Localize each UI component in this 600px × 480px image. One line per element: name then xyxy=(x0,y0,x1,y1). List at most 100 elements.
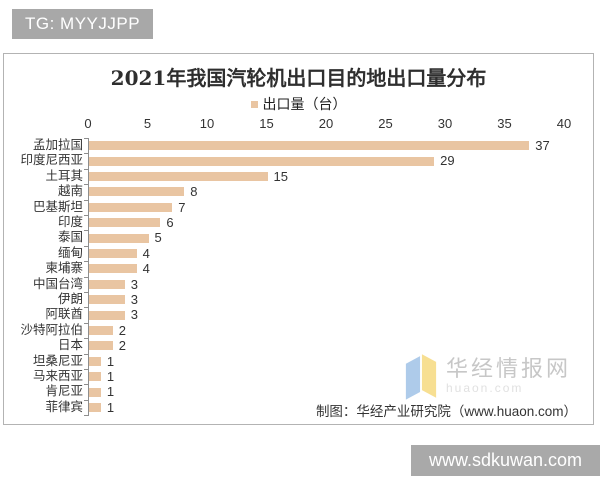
bar-row: 巴基斯坦 7 xyxy=(4,199,593,215)
bar xyxy=(89,202,173,212)
bar xyxy=(89,372,101,382)
axis-tick xyxy=(84,184,89,186)
axis-tick xyxy=(84,230,89,232)
value-label: 4 xyxy=(142,245,150,261)
bar-row: 坦桑尼亚 1 xyxy=(4,353,593,369)
category-label: 巴基斯坦 xyxy=(32,199,83,214)
category-label: 菲律宾 xyxy=(45,399,83,414)
value-label: 2 xyxy=(118,322,127,338)
bar-row: 孟加拉国 37 xyxy=(4,138,593,153)
bar xyxy=(89,295,125,305)
value-label: 3 xyxy=(130,292,138,307)
x-tick-label: 15 xyxy=(259,116,274,131)
axis-tick xyxy=(84,399,89,401)
axis-tick xyxy=(84,307,89,309)
category-label: 阿联酋 xyxy=(45,307,83,322)
bar-row: 沙特阿拉伯 2 xyxy=(4,322,593,338)
value-label: 29 xyxy=(440,153,455,169)
category-label: 土耳其 xyxy=(45,168,83,183)
axis-tick xyxy=(84,199,89,201)
value-label: 1 xyxy=(106,399,115,415)
bar-row: 土耳其 15 xyxy=(4,168,593,184)
axis-tick xyxy=(84,338,89,340)
bar xyxy=(89,325,113,335)
bar-row: 肯尼亚 1 xyxy=(4,384,593,399)
huaon-logo-icon xyxy=(405,354,437,400)
value-label: 1 xyxy=(106,353,115,369)
bar-row: 印度尼西亚 29 xyxy=(4,153,593,168)
legend-label: 出口量（台） xyxy=(262,96,347,112)
value-label: 37 xyxy=(535,138,550,153)
category-label: 缅甸 xyxy=(57,245,83,260)
category-label: 印度尼西亚 xyxy=(20,153,83,168)
value-label: 1 xyxy=(106,384,115,400)
x-tick-label: 25 xyxy=(378,116,393,131)
axis-tick xyxy=(84,153,89,155)
bar-row: 日本 2 xyxy=(4,338,593,353)
x-tick-label: 30 xyxy=(437,116,453,131)
category-label: 孟加拉国 xyxy=(32,138,83,152)
axis-tick xyxy=(84,415,89,417)
category-label: 伊朗 xyxy=(57,292,83,306)
bar xyxy=(89,156,435,166)
bar xyxy=(89,402,101,412)
watermark-text: 华经情报网 xyxy=(445,356,571,381)
value-label: 6 xyxy=(166,215,174,230)
bar xyxy=(89,264,137,274)
axis-tick xyxy=(84,168,89,170)
bar xyxy=(89,187,185,197)
bar-row: 阿联酋 3 xyxy=(4,307,593,322)
x-tick-label: 40 xyxy=(556,116,572,131)
category-label: 柬埔寨 xyxy=(45,261,83,276)
value-label: 4 xyxy=(142,261,150,277)
bar xyxy=(89,341,113,351)
bar xyxy=(89,218,161,228)
site-watermark: 华经情报网 huaon.com xyxy=(404,352,571,400)
value-label: 1 xyxy=(106,369,115,384)
axis-tick xyxy=(84,384,89,386)
axis-tick xyxy=(84,261,89,263)
plot-area: 孟加拉国 37 印度尼西亚 29 土耳其 15 越南 8 巴基斯坦 7 印度 6 泰国 5 缅甸 4 柬埔寨 4 中… xyxy=(4,138,593,417)
value-label: 8 xyxy=(190,184,198,200)
x-tick-label: 10 xyxy=(199,116,215,131)
value-label: 2 xyxy=(118,338,127,354)
value-label: 3 xyxy=(130,307,138,323)
x-tick-label: 0 xyxy=(84,116,92,131)
value-label: 15 xyxy=(273,168,288,184)
x-tick-label: 5 xyxy=(143,116,152,131)
bar xyxy=(89,356,101,366)
bar-row: 泰国 5 xyxy=(4,230,593,245)
category-label: 日本 xyxy=(57,338,83,353)
bar xyxy=(89,233,149,243)
bar-row: 越南 8 xyxy=(4,184,593,199)
legend-swatch-icon xyxy=(250,101,258,108)
chart-legend: 出口量（台） xyxy=(4,96,593,113)
bar xyxy=(89,279,125,289)
axis-tick xyxy=(84,369,89,370)
bar-row: 马来西亚 1 xyxy=(4,369,593,384)
value-label: 5 xyxy=(154,230,162,246)
axis-tick xyxy=(84,245,89,247)
category-label: 马来西亚 xyxy=(32,369,83,383)
axis-tick xyxy=(84,215,89,216)
bar-row: 伊朗 3 xyxy=(4,292,593,307)
chart-source-credit: 制图：华经产业研究院（www.huaon.com） xyxy=(315,404,577,419)
bar xyxy=(89,141,530,151)
category-label: 泰国 xyxy=(57,230,83,245)
watermark-tag-badge: TG: MYYJJPP xyxy=(12,9,154,39)
bar-row: 中国台湾 3 xyxy=(4,276,593,292)
x-tick-label: 20 xyxy=(318,116,334,131)
axis-tick xyxy=(84,138,89,139)
chart-title: 2021年我国汽轮机出口目的地出口量分布 xyxy=(110,66,487,90)
value-label: 3 xyxy=(130,276,138,292)
axis-tick xyxy=(84,292,89,293)
category-label: 坦桑尼亚 xyxy=(32,353,83,368)
axis-tick xyxy=(84,353,89,355)
bar xyxy=(89,387,101,397)
chart-container: 2021年我国汽轮机出口目的地出口量分布 出口量（台） 0 5 10 15 20 25 30… xyxy=(3,53,594,425)
x-axis-tick-labels: 0 5 10 15 20 25 30 35 40 xyxy=(4,116,593,132)
bar-row: 印度 6 xyxy=(4,215,593,230)
bar-row: 柬埔寨 4 xyxy=(4,261,593,276)
bar-row: 缅甸 4 xyxy=(4,245,593,261)
